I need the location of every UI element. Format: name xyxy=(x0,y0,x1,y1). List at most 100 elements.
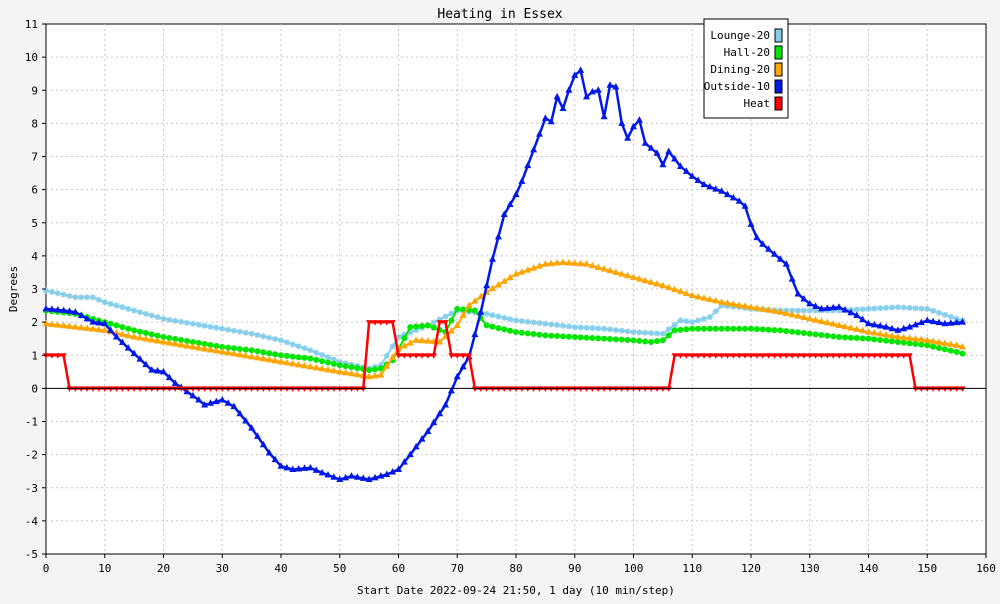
data-point xyxy=(54,290,61,297)
data-point xyxy=(183,341,191,349)
data-point xyxy=(924,342,931,349)
data-point xyxy=(541,260,549,267)
data-point xyxy=(313,356,320,363)
data-point xyxy=(554,333,561,340)
data-point xyxy=(823,318,831,326)
data-point xyxy=(665,332,672,339)
data-point xyxy=(453,372,461,380)
data-point xyxy=(413,327,420,334)
data-point xyxy=(289,359,297,367)
data-point xyxy=(882,331,890,338)
data-point xyxy=(413,323,420,330)
data-point xyxy=(806,353,813,359)
legend-label: Heat xyxy=(744,97,771,110)
data-point xyxy=(953,386,960,392)
data-point xyxy=(424,322,431,329)
data-point xyxy=(565,386,572,392)
data-point xyxy=(718,325,725,332)
data-point xyxy=(636,337,643,344)
data-point xyxy=(148,386,155,392)
data-point xyxy=(419,353,425,359)
data-point xyxy=(742,353,749,359)
data-point xyxy=(859,353,866,359)
data-point xyxy=(554,386,561,392)
data-point xyxy=(888,324,896,332)
data-point xyxy=(783,353,790,359)
data-point xyxy=(847,308,855,316)
data-point xyxy=(847,353,854,359)
data-point xyxy=(665,147,673,155)
data-point xyxy=(917,335,925,343)
data-point xyxy=(225,386,232,392)
data-point xyxy=(125,325,132,332)
data-point xyxy=(219,386,226,392)
data-point xyxy=(413,353,420,359)
legend-label: Outside-10 xyxy=(704,80,770,93)
data-point xyxy=(959,318,966,325)
data-point xyxy=(953,341,961,348)
data-point xyxy=(941,319,949,327)
data-point xyxy=(72,294,79,301)
data-point xyxy=(353,370,361,378)
data-point xyxy=(947,386,954,392)
data-point xyxy=(330,366,338,374)
data-point xyxy=(776,308,784,315)
data-point xyxy=(894,339,901,345)
data-point xyxy=(800,353,807,359)
data-point xyxy=(607,326,613,333)
data-point xyxy=(377,365,384,372)
y-tick-label: 5 xyxy=(31,217,38,230)
data-point xyxy=(518,318,525,325)
data-point xyxy=(782,309,790,317)
data-point xyxy=(747,220,755,227)
data-point xyxy=(248,424,256,431)
data-point xyxy=(947,313,954,320)
data-point xyxy=(489,312,496,319)
data-point xyxy=(330,360,337,367)
data-point xyxy=(242,351,250,359)
data-point xyxy=(489,386,496,392)
data-point xyxy=(741,202,749,209)
data-point xyxy=(595,325,602,332)
x-tick-label: 60 xyxy=(392,562,405,575)
data-point xyxy=(671,154,679,162)
data-point xyxy=(595,386,602,392)
data-point xyxy=(389,468,397,475)
data-point xyxy=(900,324,908,332)
data-point xyxy=(571,324,578,331)
data-point xyxy=(701,325,707,332)
data-point xyxy=(765,326,772,333)
data-point xyxy=(336,362,343,369)
data-point xyxy=(571,386,578,392)
data-point xyxy=(436,316,443,323)
data-point xyxy=(900,339,907,346)
data-point xyxy=(90,386,96,392)
data-point xyxy=(906,353,913,359)
data-point xyxy=(254,353,261,361)
data-point xyxy=(712,296,720,304)
data-point xyxy=(794,312,802,319)
data-point xyxy=(142,386,149,392)
data-point xyxy=(642,386,649,392)
data-point xyxy=(601,386,608,392)
data-point xyxy=(742,325,749,332)
data-point xyxy=(354,365,361,372)
data-point xyxy=(231,327,237,334)
data-point xyxy=(101,319,109,327)
data-point xyxy=(195,321,202,328)
data-point xyxy=(642,329,649,336)
data-point xyxy=(518,386,525,392)
data-point xyxy=(882,323,890,330)
data-point xyxy=(124,344,132,351)
data-point xyxy=(383,470,391,477)
data-point xyxy=(177,340,185,348)
y-axis-label: Degrees xyxy=(7,266,20,312)
legend-label: Dining-20 xyxy=(710,63,770,76)
data-point xyxy=(60,306,68,314)
data-point xyxy=(107,320,114,327)
data-point xyxy=(718,302,725,309)
data-point xyxy=(800,330,807,337)
y-tick-label: -3 xyxy=(25,482,38,495)
data-point xyxy=(336,475,344,482)
data-point xyxy=(876,330,884,337)
